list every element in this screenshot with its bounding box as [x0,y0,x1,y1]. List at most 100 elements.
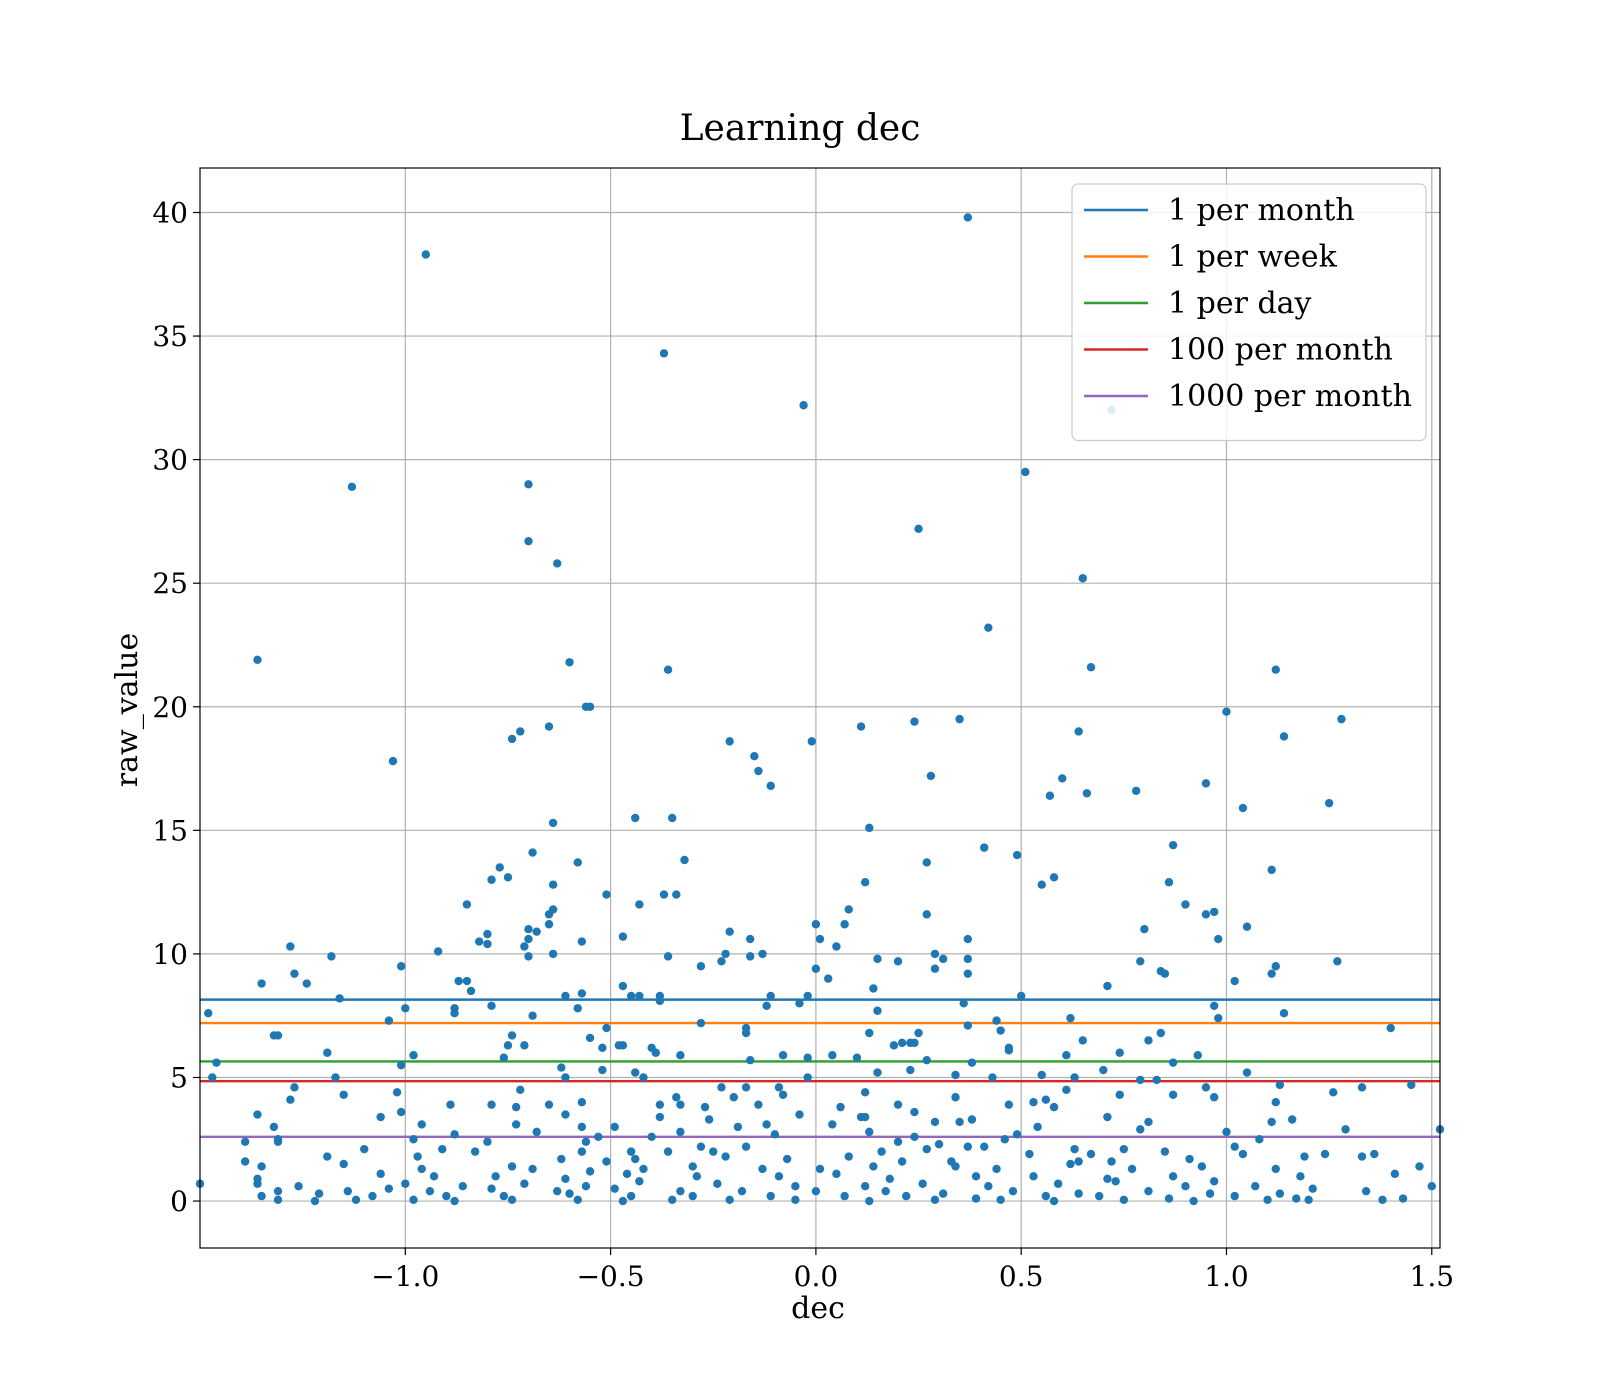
data-point [240,1137,250,1146]
data-point [1386,1023,1395,1033]
data-point [667,813,677,823]
data-point [269,1122,279,1132]
data-point [1058,774,1067,783]
data-point [610,1184,619,1193]
data-point [1070,1144,1079,1154]
data-point [495,863,504,872]
data-point [655,996,665,1006]
data-point [1103,981,1112,991]
data-point [553,1186,562,1196]
y-tick-label: 25 [152,567,188,600]
data-point [750,751,759,761]
data-point [873,1006,882,1015]
data-point [865,1028,874,1038]
data-point [1025,1149,1034,1159]
data-point [396,1107,406,1117]
data-point [487,1184,496,1193]
y-tick-label: 5 [170,1061,188,1094]
data-point [635,900,644,909]
data-point [257,1162,266,1171]
data-point [745,1055,755,1065]
data-point [745,934,755,944]
data-point [865,1196,874,1206]
data-point [335,994,344,1003]
data-point [836,1102,845,1112]
data-point [602,1157,611,1166]
data-point [524,934,533,944]
data-point [1062,1085,1071,1095]
data-point [778,1051,788,1060]
data-point [1029,1097,1038,1107]
data-point [585,702,595,711]
data-point [811,964,821,973]
data-point [885,1174,895,1184]
data-point [1164,1194,1174,1203]
data-point [1193,1051,1202,1060]
data-point [1086,663,1096,672]
data-point [803,1073,812,1082]
data-point [548,818,558,828]
data-point [963,1142,973,1151]
data-point [544,920,554,929]
data-point [450,1009,459,1018]
data-point [1049,1196,1059,1206]
data-point [507,734,517,744]
data-point [1049,873,1059,882]
data-point [1238,1149,1248,1159]
data-point [212,1058,221,1067]
data-point [1012,850,1022,860]
data-point [865,823,874,833]
data-point [1074,1157,1083,1166]
data-point [1390,1169,1400,1179]
data-point [803,1053,812,1062]
x-tick-label: −0.5 [577,1260,645,1293]
data-point [741,1028,751,1038]
data-point [470,1147,480,1156]
data-point [1333,957,1342,966]
data-point [1341,1125,1350,1134]
data-point [1095,1191,1104,1201]
data-point [1370,1149,1379,1159]
data-point [1103,1174,1112,1184]
data-point [524,480,533,489]
data-point [1267,865,1276,875]
data-point [1078,574,1087,583]
data-point [918,1179,927,1188]
data-point [1160,969,1170,978]
data-point [635,1177,644,1186]
data-point [1287,1115,1297,1124]
data-point [483,929,492,939]
data-point [557,1063,566,1072]
data-point [253,655,262,665]
data-point [791,1195,800,1205]
data-point [1267,1117,1276,1127]
data-point [1164,878,1174,887]
data-point [565,658,574,667]
data-point [971,1172,981,1181]
data-point [910,717,919,726]
data-point [1209,1093,1219,1102]
data-point [696,962,706,971]
data-point [528,848,537,857]
data-point [807,737,816,746]
data-point [828,1120,837,1129]
data-point [766,1191,775,1201]
data-point [343,1186,353,1196]
data-point [967,1058,977,1067]
data-point [1267,969,1276,978]
data-point [446,1100,455,1109]
data-point [811,920,821,929]
data-point [507,1031,517,1040]
data-point [856,722,866,731]
data-point [811,1186,821,1196]
data-point [450,1130,459,1139]
data-point [1012,1130,1022,1139]
y-axis-label: raw_value [110,633,145,787]
data-point [1029,1172,1038,1181]
data-point [930,1195,940,1205]
data-point [1275,1080,1285,1090]
data-point [926,771,936,781]
data-point [351,1195,361,1205]
data-point [376,1112,385,1122]
data-point [499,1053,509,1062]
